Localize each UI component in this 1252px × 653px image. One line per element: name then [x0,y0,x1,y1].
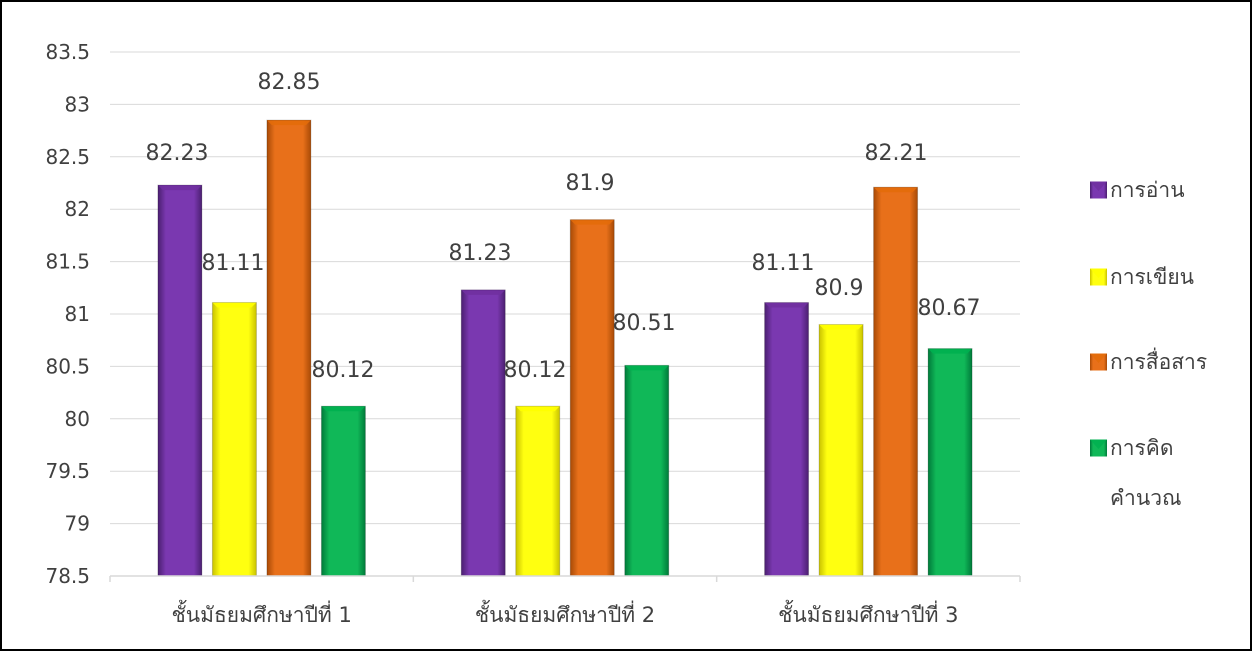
legend-swatch-bevel [1090,181,1107,191]
bar [764,302,809,576]
legend-label: การอ่าน [1110,178,1185,202]
data-label: 81.23 [449,241,512,266]
data-label: 80.12 [504,358,567,383]
legend-label: การเขียน [1110,265,1194,289]
x-tick-label: ชั้นมัธยมศึกษาปีที่ 3 [778,600,958,627]
bar [515,406,560,576]
legend-label: การคิด [1110,436,1173,460]
data-label: 81.11 [202,251,265,276]
bar [461,289,506,576]
data-label: 81.9 [566,171,615,196]
legend-label: การสื่อสาร [1110,347,1207,374]
bar-bevel [266,120,311,126]
bar [819,324,864,576]
data-label: 80.51 [613,311,676,336]
gridlines [110,51,1020,525]
bar-bevel [570,219,615,225]
data-label: 80.9 [815,276,864,301]
bar-bevel [157,185,202,191]
x-axis: ชั้นมัธยมศึกษาปีที่ 1 ชั้นมัธยมศึกษาปีที่… [109,575,1021,627]
y-tick-label: 81 [65,302,90,326]
y-tick-label: 79 [65,512,90,536]
y-tick-label: 79.5 [45,459,90,483]
bar-bevel [321,406,366,412]
bar [570,219,615,576]
bar [157,185,202,576]
x-tick-label: ชั้นมัธยมศึกษาปีที่ 2 [475,600,655,627]
y-tick-label: 80.5 [45,354,90,378]
bar [928,348,973,576]
legend-label: คำนวณ [1110,486,1181,510]
bar [873,187,918,576]
y-tick-label: 82 [65,197,90,221]
y-tick-label: 83 [65,92,90,116]
data-label: 82.85 [258,70,321,95]
x-tick-label: ชั้นมัธยมศึกษาปีที่ 1 [172,600,352,627]
bar-bevel [624,365,669,371]
y-tick-label: 82.5 [45,145,90,169]
bar [321,406,366,576]
y-tick-label: 80 [65,407,90,431]
data-label: 80.12 [312,358,375,383]
bar-bevel [764,302,809,308]
y-tick-label: 83.5 [45,40,90,64]
y-tick-label: 78.5 [45,564,90,588]
bar-bevel [819,324,864,330]
y-tick-label: 81.5 [45,250,90,274]
data-label: 82.21 [865,141,928,166]
legend-swatch-bevel [1090,439,1107,449]
bar-bevel [928,348,973,354]
data-labels: 82.23 81.23 81.11 81.11 80.12 80.9 82.85 81.9 82… [146,70,981,383]
bar [212,302,257,576]
legend-swatch-bevel [1090,268,1107,278]
bar-bevel [515,406,560,412]
data-label: 81.11 [752,251,815,276]
bar-bevel [212,302,257,308]
legend-swatch-bevel [1090,353,1107,363]
bar-bevel [461,289,506,295]
data-label: 80.67 [918,296,981,321]
data-label: 82.23 [146,141,209,166]
bar [624,365,669,576]
bar [266,120,311,577]
y-axis: 78.5 79 79.5 80 80.5 81 81.5 82 82.5 83 83.5 [45,40,90,588]
bars [157,119,973,577]
bar-bevel [873,187,918,193]
